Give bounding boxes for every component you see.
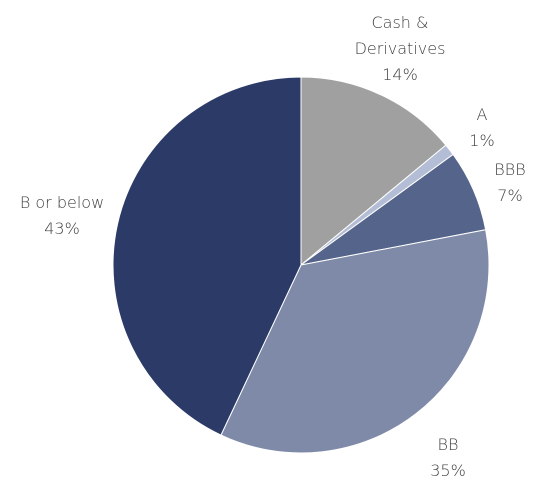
value-label: 35% [430,461,466,480]
value-label: 1% [469,131,495,150]
category-label: BBB [494,160,526,179]
pie-slice [112,76,302,436]
value-label: 14% [382,65,418,84]
value-label: 43% [44,219,80,238]
slice-label: Cash & Derivatives 14% [345,10,455,88]
value-label: 7% [497,186,523,205]
pie-slice [300,76,447,267]
category-label: B or below [19,193,105,212]
category-label: BB [437,435,459,454]
pie-slice [220,229,490,454]
slice-label: BBB 7% [485,157,535,209]
slice-label: BB 35% [418,432,478,482]
category-label: A [476,105,488,124]
slice-label: B or below 43% [7,190,117,242]
slice-label: A 1% [462,102,502,154]
category-label: Cash & Derivatives [354,13,446,58]
